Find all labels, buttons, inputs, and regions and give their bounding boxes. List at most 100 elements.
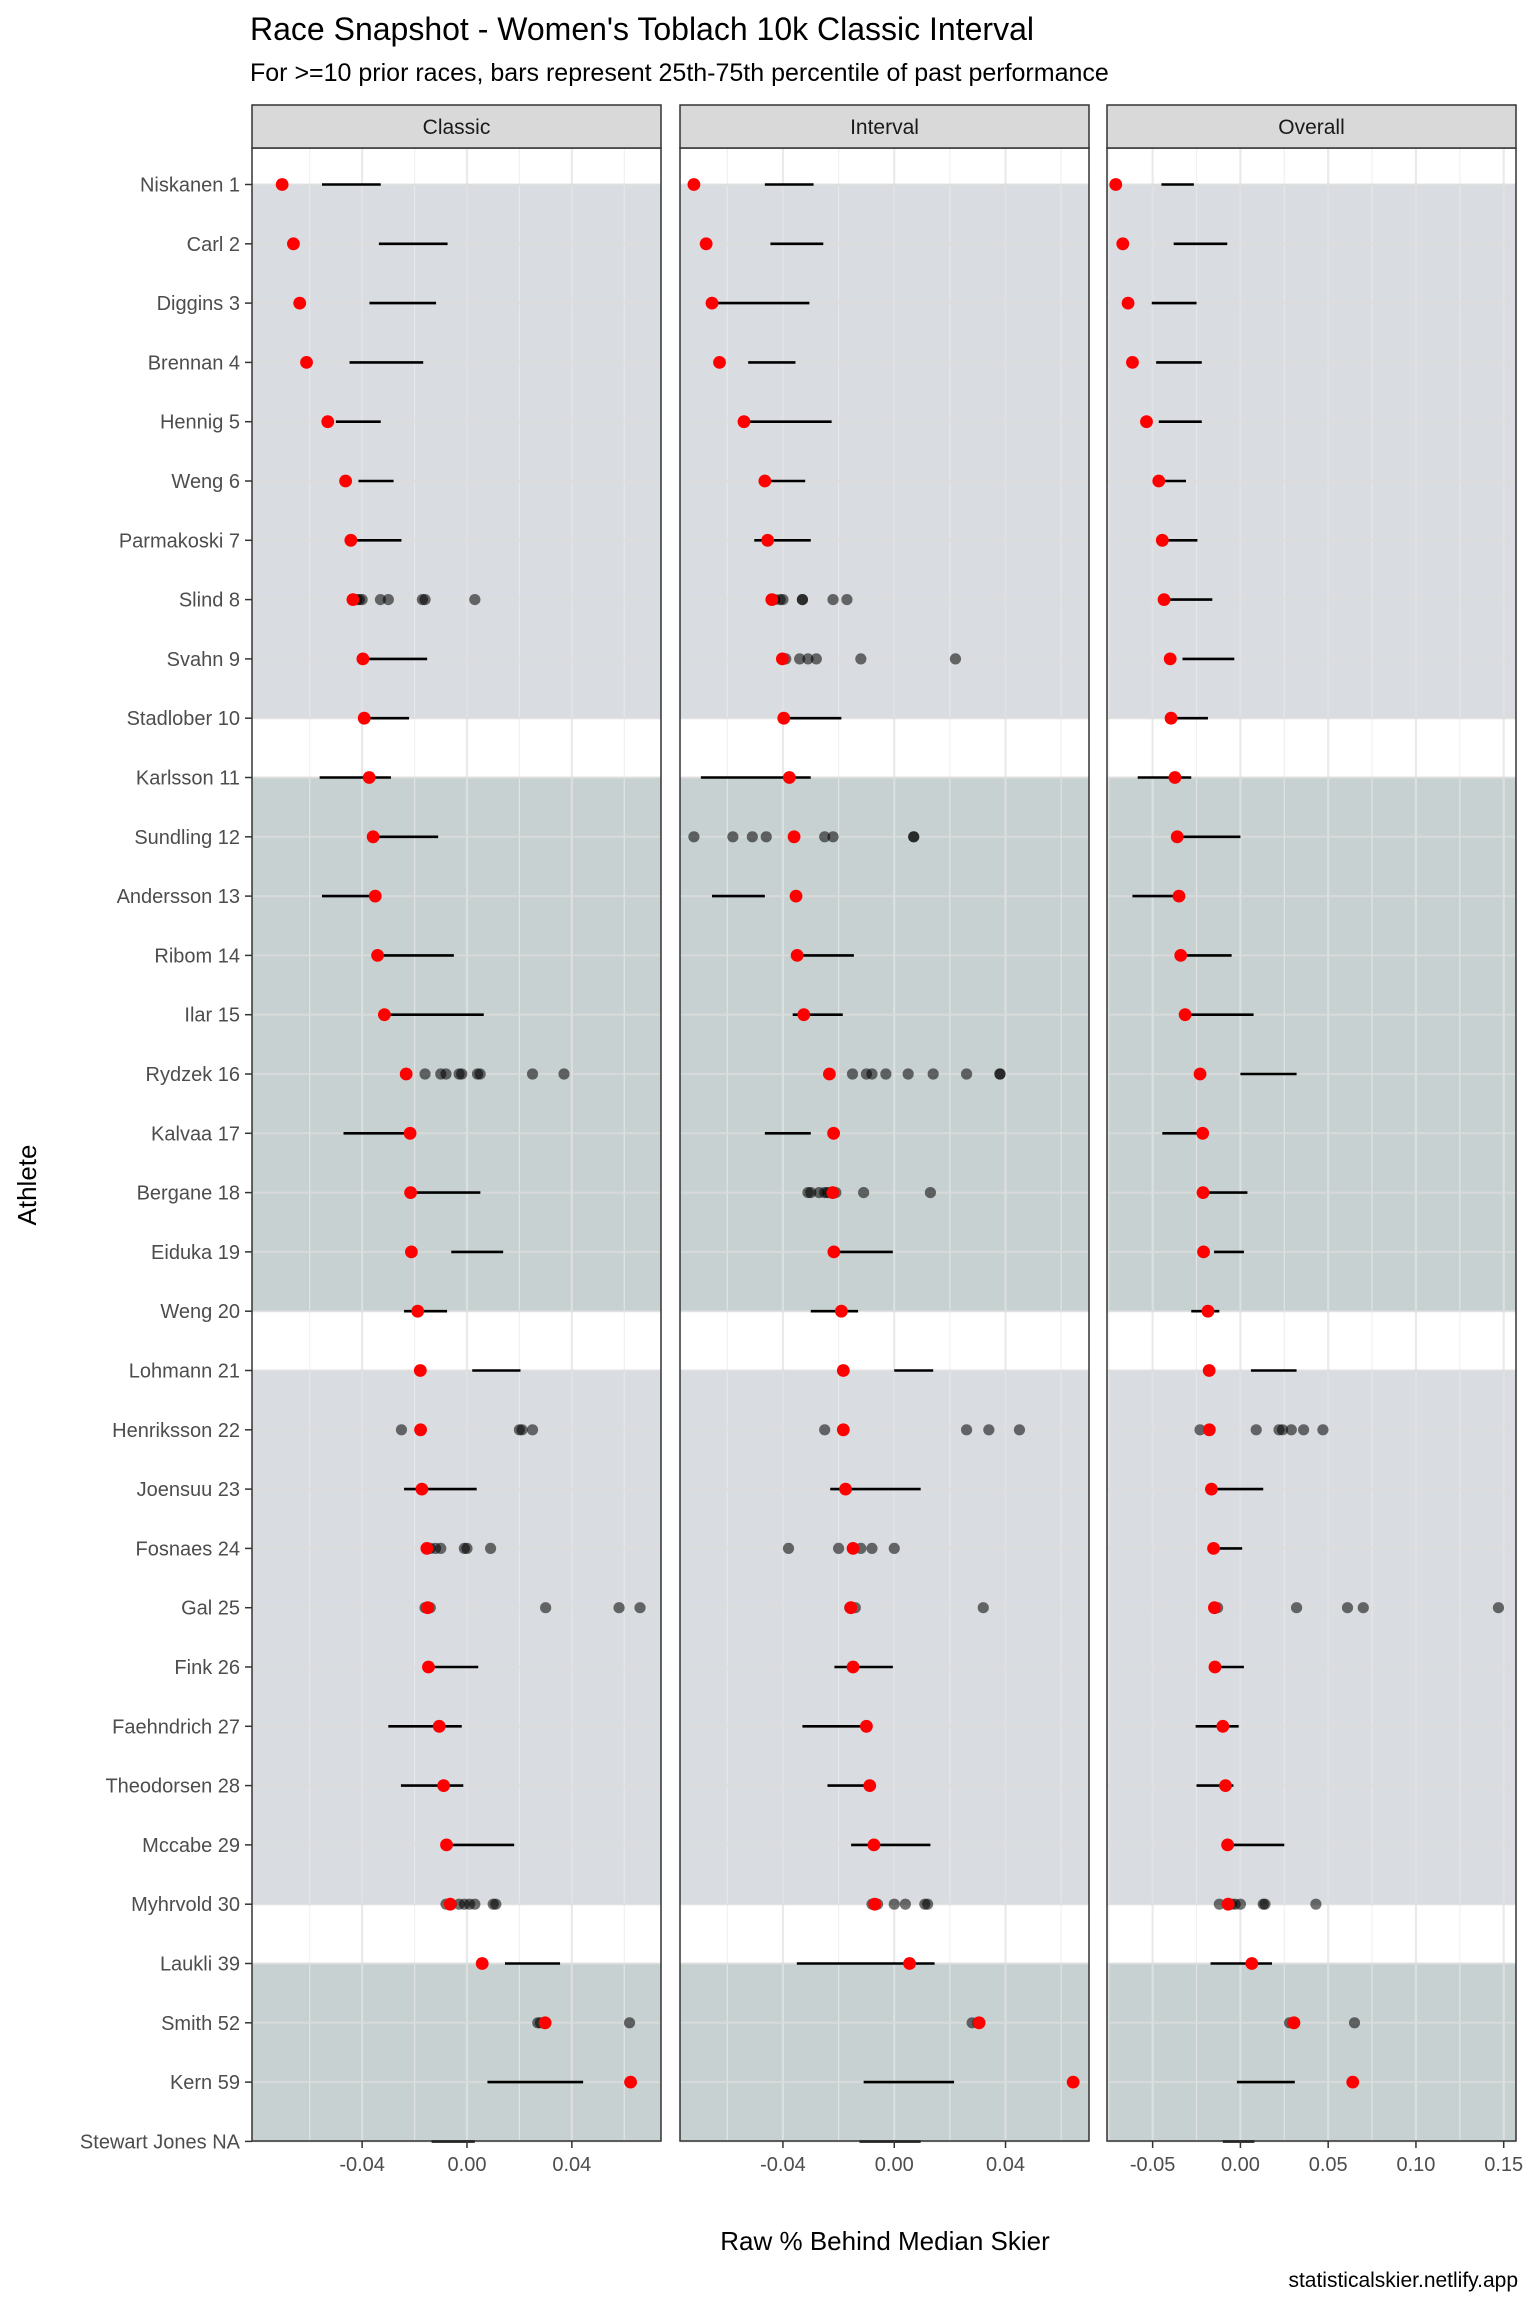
athlete-label: Hennig 5: [160, 412, 240, 434]
past-race-point: [994, 1068, 1006, 1080]
past-race-point: [435, 1542, 447, 1554]
current-race-point: [399, 1067, 413, 1081]
past-race-point: [727, 831, 739, 843]
athlete-label: Lohmann 21: [129, 1361, 240, 1383]
current-race-point: [839, 1482, 852, 1496]
current-race-point: [1208, 1660, 1222, 1674]
past-race-point: [516, 1424, 528, 1436]
past-race-point: [440, 1068, 452, 1080]
current-race-point: [1174, 949, 1188, 962]
group-band: [252, 777, 661, 1312]
group-band: [1107, 1963, 1516, 2142]
past-race-point: [805, 1187, 817, 1199]
past-race-point: [1492, 1602, 1505, 1614]
current-race-point: [1116, 237, 1130, 251]
athlete-label: Laukli 39: [160, 1954, 240, 1976]
past-race-point: [395, 1424, 408, 1436]
current-race-point: [1178, 1008, 1192, 1022]
current-race-point: [366, 830, 380, 844]
current-race-point: [836, 1423, 850, 1437]
current-race-point: [421, 1601, 435, 1615]
current-race-point: [1152, 474, 1166, 488]
current-race-point: [344, 533, 358, 547]
current-race-point: [823, 1067, 836, 1081]
past-race-point: [474, 1068, 486, 1080]
past-race-point: [802, 653, 814, 665]
past-race-point: [613, 1602, 625, 1614]
current-race-point: [846, 1542, 860, 1555]
current-race-point: [782, 771, 796, 784]
past-race-point: [810, 653, 822, 665]
current-race-point: [422, 1660, 435, 1674]
current-race-point: [1109, 178, 1123, 191]
current-race-point: [1193, 1067, 1207, 1081]
athlete-label: Sundling 12: [134, 827, 240, 849]
past-race-point: [356, 594, 368, 606]
current-race-point: [758, 474, 772, 488]
athlete-label: Karlsson 11: [136, 768, 240, 790]
athlete-label: Ilar 15: [184, 1005, 240, 1027]
athlete-label: Diggins 3: [157, 293, 240, 315]
athlete-axis-labels: Niskanen 1 Carl 2 Diggins 3 Brennan 4 Hennig…: [80, 175, 252, 2153]
past-race-point: [526, 1068, 539, 1080]
current-race-point: [775, 652, 789, 666]
past-race-point: [960, 1068, 973, 1080]
current-race-point: [827, 1126, 840, 1140]
current-race-point: [860, 1719, 873, 1733]
current-race-point: [1140, 415, 1153, 429]
past-race-point: [484, 1542, 497, 1554]
past-race-point: [540, 1602, 552, 1614]
current-race-point: [1126, 356, 1139, 369]
past-race-point: [960, 1424, 973, 1436]
past-race-point: [1276, 1424, 1289, 1436]
past-race-point: [924, 1187, 937, 1199]
current-race-point: [1196, 1126, 1210, 1140]
past-race-point: [827, 594, 839, 606]
current-race-point: [1197, 1245, 1210, 1259]
current-race-point: [1245, 1957, 1259, 1970]
y-axis-title: Athlete: [12, 1145, 42, 1226]
current-race-point: [368, 889, 382, 903]
x-tick-label: 0.05: [1309, 2154, 1348, 2176]
past-race-point: [469, 1898, 481, 1910]
current-race-point: [826, 1186, 840, 1199]
group-band: [680, 1370, 1089, 1905]
past-race-point: [922, 1898, 934, 1910]
current-race-point: [1202, 1364, 1216, 1377]
past-race-point: [841, 594, 853, 606]
current-race-point: [357, 711, 371, 725]
current-race-point: [420, 1542, 434, 1555]
past-race-point: [819, 831, 831, 843]
group-band: [1107, 1370, 1516, 1905]
athlete-label: Kern 59: [170, 2072, 240, 2094]
current-race-point: [624, 2075, 637, 2089]
past-race-point: [908, 831, 920, 843]
current-race-point: [972, 2016, 986, 2030]
current-race-point: [1202, 1423, 1216, 1437]
chart-caption: statisticalskier.netlify.app: [1288, 2269, 1518, 2292]
current-race-point: [713, 356, 726, 369]
current-race-point: [797, 1008, 811, 1022]
past-race-point: [623, 2017, 636, 2029]
athlete-label: Kalvaa 17: [151, 1123, 240, 1145]
past-race-point: [977, 1602, 989, 1614]
past-race-point: [1357, 1602, 1369, 1614]
past-race-point: [1317, 1424, 1329, 1436]
athlete-label: Brennan 4: [148, 352, 240, 374]
current-race-point: [765, 593, 779, 606]
current-race-point: [411, 1304, 425, 1318]
athlete-label: Theodorsen 28: [105, 1776, 240, 1798]
current-race-point: [1205, 1482, 1218, 1496]
current-race-point: [790, 949, 804, 962]
athlete-label: Carl 2: [187, 234, 240, 256]
current-race-point: [863, 1779, 877, 1792]
past-race-point: [855, 653, 867, 665]
current-race-point: [1168, 771, 1182, 784]
current-race-point: [371, 949, 384, 962]
current-race-point: [1163, 652, 1177, 666]
athlete-label: Mccabe 29: [142, 1835, 240, 1857]
past-race-point: [1298, 1424, 1310, 1436]
current-race-point: [287, 237, 300, 251]
past-race-point: [558, 1068, 570, 1080]
current-race-point: [1155, 533, 1169, 547]
